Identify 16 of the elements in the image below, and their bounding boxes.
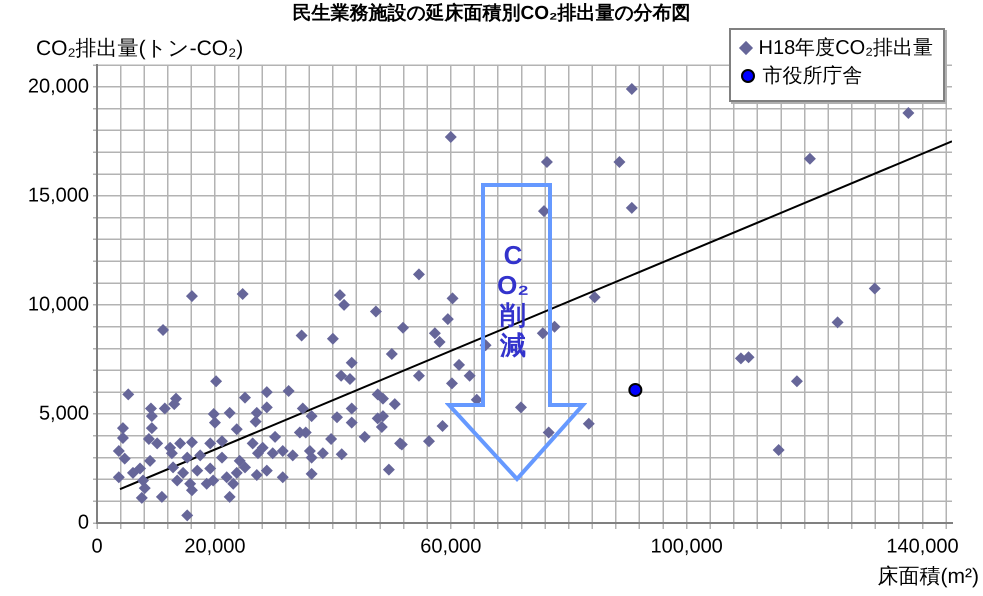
legend-label: H18年度CO₂排出量 bbox=[758, 36, 933, 61]
x-tick-label: 60,000 bbox=[420, 536, 482, 558]
x-tick-label: 100,000 bbox=[650, 536, 723, 558]
y-tick-label: 5,000 bbox=[38, 402, 89, 424]
annotation: CO₂削減 bbox=[497, 240, 529, 360]
y-tick-label: 15,000 bbox=[28, 184, 89, 206]
x-tick-label: 140,000 bbox=[886, 536, 959, 558]
x-tick-label: 20,000 bbox=[184, 536, 246, 558]
legend-label: 市役所庁舎 bbox=[762, 64, 863, 89]
y-tick-label: 10,000 bbox=[28, 293, 89, 316]
x-tick-label: 0 bbox=[91, 536, 103, 558]
chart-title: 民生業務施設の延床面積別CO₂排出量の分布図 bbox=[292, 2, 692, 26]
x-axis-title: 床面積(m²) bbox=[878, 564, 979, 590]
y-tick-label: 0 bbox=[78, 512, 89, 534]
y-tick-label: 20,000 bbox=[28, 75, 89, 98]
y-axis-title: CO₂排出量(トン-CO₂) bbox=[36, 36, 244, 62]
